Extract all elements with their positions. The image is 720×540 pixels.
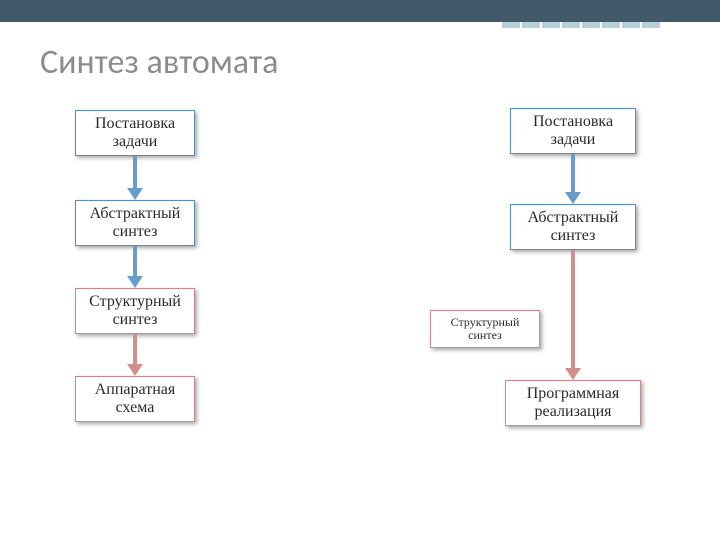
flow-arrow-a_l23 xyxy=(123,246,147,288)
flow-node-l3: Структурный синтез xyxy=(75,288,195,334)
flow-arrow-a_r24 xyxy=(561,250,585,380)
flow-node-r3: Структурный синтез xyxy=(430,310,540,348)
flow-node-l4: Аппаратная схема xyxy=(75,376,195,422)
flow-node-r1: Постановка задачи xyxy=(510,108,636,154)
flow-arrow-a_l12 xyxy=(123,156,147,200)
flow-node-label: Структурный синтез xyxy=(76,293,194,328)
slide-top-bar xyxy=(0,0,720,22)
slide-accent-stripes xyxy=(502,22,660,32)
flow-node-label: Программная реализация xyxy=(506,385,640,420)
flow-node-label: Абстрактный синтез xyxy=(511,209,635,244)
flow-arrow-a_l34 xyxy=(123,334,147,376)
flow-node-label: Постановка задачи xyxy=(76,115,194,150)
flow-node-label: Постановка задачи xyxy=(511,113,635,148)
flow-node-label: Структурный синтез xyxy=(431,316,539,342)
flow-node-label: Абстрактный синтез xyxy=(76,205,194,240)
flow-node-label: Аппаратная схема xyxy=(76,381,194,416)
flow-node-l1: Постановка задачи xyxy=(75,110,195,156)
flow-node-r4: Программная реализация xyxy=(505,380,641,426)
flow-arrow-a_r12 xyxy=(561,154,585,204)
flow-node-l2: Абстрактный синтез xyxy=(75,200,195,246)
page-title: Синтез автомата xyxy=(40,42,278,83)
flow-node-r2: Абстрактный синтез xyxy=(510,204,636,250)
